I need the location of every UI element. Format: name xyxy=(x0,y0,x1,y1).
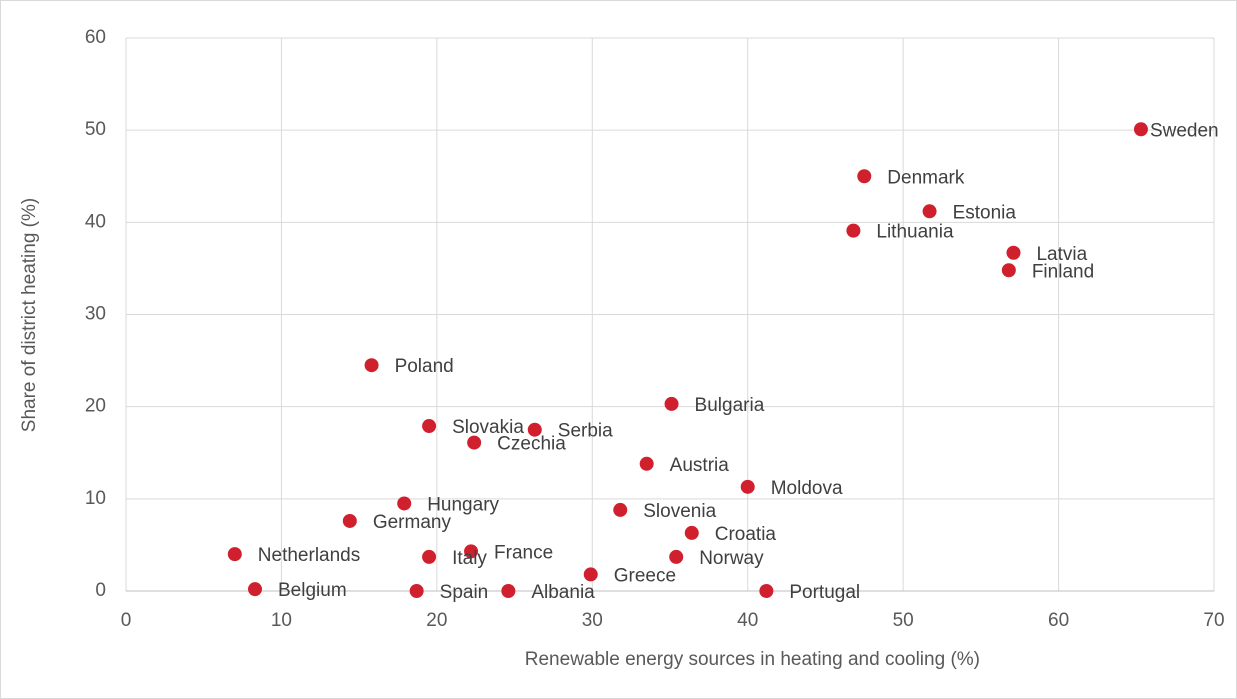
point-label: Latvia xyxy=(1036,244,1087,265)
point xyxy=(397,496,412,511)
point xyxy=(248,582,263,597)
x-tick-label: 20 xyxy=(426,610,447,631)
point xyxy=(846,223,861,238)
point xyxy=(759,584,774,598)
point-label: Lithuania xyxy=(876,222,954,243)
point xyxy=(1133,122,1148,137)
point xyxy=(1001,263,1016,278)
x-tick-label: 30 xyxy=(582,610,603,631)
point-label: Bulgaria xyxy=(695,395,765,416)
point xyxy=(464,544,479,559)
x-axis-title: Renewable energy sources in heating and … xyxy=(525,649,980,670)
point-label: Poland xyxy=(395,356,454,377)
point-label: Belgium xyxy=(278,580,347,601)
point xyxy=(364,358,379,373)
point xyxy=(342,513,357,528)
x-tick-label: 40 xyxy=(737,610,758,631)
y-tick-label: 50 xyxy=(85,119,106,140)
point-label: Netherlands xyxy=(258,545,360,566)
point xyxy=(227,547,242,562)
x-tick-label: 50 xyxy=(893,610,914,631)
point-label: France xyxy=(494,542,553,563)
point-label: Albania xyxy=(531,582,595,603)
point xyxy=(740,479,755,494)
point xyxy=(422,419,437,434)
point-label: Portugal xyxy=(789,582,860,603)
y-tick-label: 60 xyxy=(85,27,106,48)
point-label: Hungary xyxy=(427,494,499,515)
point xyxy=(583,567,598,582)
point-label: Sweden xyxy=(1150,120,1219,141)
x-tick-label: 60 xyxy=(1048,610,1069,631)
point-label: Slovenia xyxy=(643,501,716,522)
point xyxy=(922,204,937,219)
y-tick-label: 30 xyxy=(85,304,106,325)
point-label: Czechia xyxy=(497,434,566,455)
point-label: Spain xyxy=(440,582,489,603)
point-label: Croatia xyxy=(715,524,777,545)
point xyxy=(857,169,872,184)
point-label: Austria xyxy=(670,455,730,476)
x-tick-label: 70 xyxy=(1203,610,1224,631)
y-tick-label: 40 xyxy=(85,211,106,232)
point-label: Moldova xyxy=(771,478,843,499)
point xyxy=(639,456,654,471)
y-tick-label: 0 xyxy=(95,580,106,601)
y-tick-label: 10 xyxy=(85,488,106,509)
point-label: Germany xyxy=(373,512,452,533)
point-label: Estonia xyxy=(953,202,1017,223)
point-label: Finland xyxy=(1032,261,1094,282)
point-label: Denmark xyxy=(887,167,965,188)
x-tick-label: 0 xyxy=(121,610,132,631)
point-label: Italy xyxy=(452,548,487,569)
x-tick-label: 10 xyxy=(271,610,292,631)
point-label: Norway xyxy=(699,548,764,569)
y-tick-label: 20 xyxy=(85,396,106,417)
point-label: Greece xyxy=(614,565,676,586)
point xyxy=(409,584,424,598)
point xyxy=(1006,245,1021,260)
y-axis-title: Share of district heating (%) xyxy=(19,198,40,432)
point xyxy=(684,525,699,540)
point xyxy=(527,422,542,437)
point xyxy=(613,502,628,517)
point xyxy=(422,549,437,564)
point xyxy=(467,435,482,450)
point xyxy=(501,584,516,598)
point xyxy=(664,396,679,411)
point-label: Slovakia xyxy=(452,417,524,438)
point-label: Serbia xyxy=(558,421,613,442)
point xyxy=(669,549,684,564)
